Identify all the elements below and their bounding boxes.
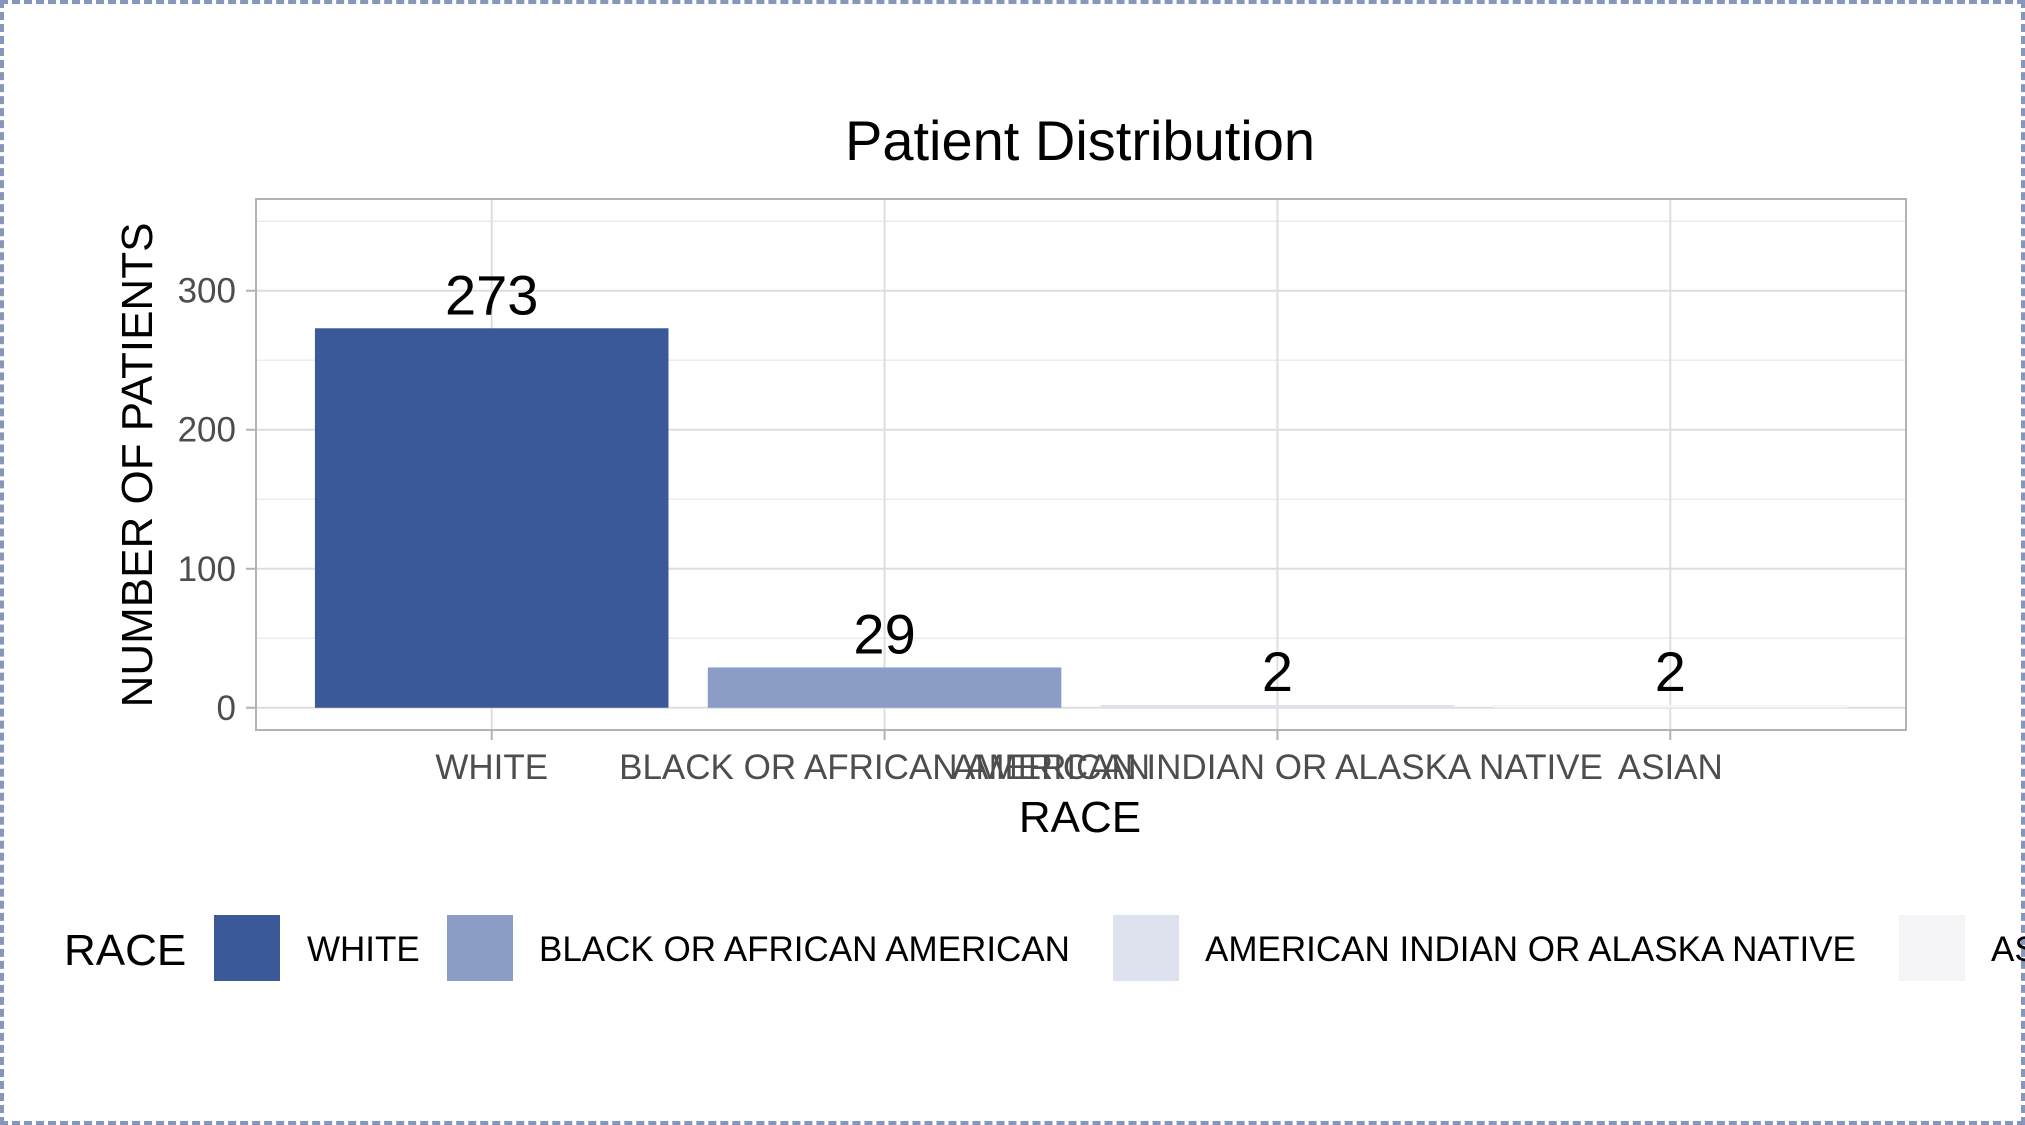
x-tick-label: AMERICAN INDIAN OR ALASKA NATIVE	[952, 748, 1603, 787]
y-tick-label: 0	[217, 689, 236, 728]
legend-key	[1113, 915, 1179, 981]
legend: RACE WHITE BLACK OR AFRICAN AMERICAN AMERI…	[64, 915, 2025, 981]
y-tick-label: 100	[178, 550, 236, 589]
legend-key	[1899, 915, 1965, 981]
data-label: 273	[445, 263, 538, 326]
chart-title: Patient Distribution	[845, 109, 1315, 172]
y-axis-title: NUMBER OF PATIENTS	[113, 223, 162, 708]
x-tick-label: BLACK OR AFRICAN AMERICAN	[619, 748, 1150, 787]
legend-key	[447, 915, 513, 981]
bar	[314, 328, 669, 708]
y-axis-ticks: 0 100 200 300	[178, 272, 256, 728]
legend-label: BLACK OR AFRICAN AMERICAN	[539, 930, 1070, 969]
legend-label: AMERICAN INDIAN OR ALASKA NATIVE	[1205, 930, 1856, 969]
legend-label: ASIAN	[1991, 930, 2025, 969]
plot-panel-border	[255, 198, 1907, 731]
bar	[1100, 704, 1455, 708]
data-label: 2	[1655, 640, 1686, 703]
data-label: 2	[1262, 640, 1293, 703]
legend-title: RACE	[64, 926, 186, 975]
bars	[314, 328, 1848, 708]
data-labels: 273 29 2 2	[445, 263, 1686, 703]
data-label: 29	[853, 602, 915, 665]
bar	[707, 667, 1062, 708]
x-tick-label: WHITE	[435, 748, 548, 787]
y-tick-label: 200	[178, 411, 236, 450]
legend-key	[214, 915, 280, 981]
y-tick-label: 300	[178, 272, 236, 311]
bar	[1493, 704, 1848, 708]
legend-label: WHITE	[307, 930, 420, 969]
x-axis-title: RACE	[1019, 793, 1141, 842]
x-tick-label: ASIAN	[1618, 748, 1723, 787]
